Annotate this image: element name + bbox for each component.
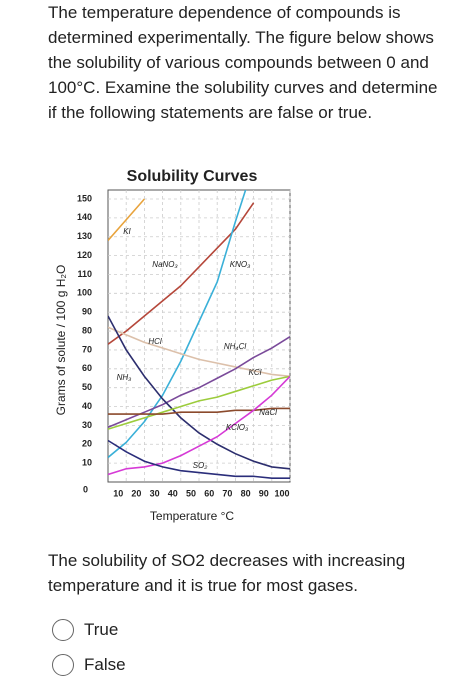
y-tick-label: 140 bbox=[77, 212, 92, 222]
series-line bbox=[108, 407, 290, 415]
series-line bbox=[108, 439, 290, 480]
y-axis-label: Grams of solute / 100 g H₂O bbox=[54, 265, 68, 416]
series-label: HCl bbox=[148, 337, 162, 346]
radio-button[interactable] bbox=[52, 654, 74, 676]
plot-lines bbox=[108, 190, 290, 480]
y-tick-label: 150 bbox=[77, 193, 92, 203]
series-label: KNO₃ bbox=[230, 260, 251, 269]
y-tick-label: 80 bbox=[82, 325, 92, 335]
x-tick-label: 90 bbox=[259, 488, 269, 498]
x-tick-label: 20 bbox=[131, 488, 141, 498]
y-tick-label: 30 bbox=[82, 420, 92, 430]
series-line bbox=[108, 375, 290, 476]
series-label: NaNO₃ bbox=[152, 260, 177, 269]
x-axis-label: Temperature °C bbox=[150, 509, 234, 523]
series-line bbox=[108, 326, 290, 378]
y-tick-label: 10 bbox=[82, 458, 92, 468]
x-tick-label: 80 bbox=[241, 488, 251, 498]
series-line bbox=[108, 198, 146, 242]
option-label: True bbox=[84, 620, 119, 639]
x-tick-label: 70 bbox=[222, 488, 232, 498]
chart: Solubility Curves Temperature °C Grams o… bbox=[54, 168, 291, 523]
series-line bbox=[108, 202, 255, 345]
radio-button[interactable] bbox=[52, 619, 74, 641]
series-line bbox=[108, 375, 290, 430]
series-label: KCl bbox=[249, 368, 262, 377]
x-tick-label: 50 bbox=[186, 488, 196, 498]
y-tick-label: 90 bbox=[82, 307, 92, 317]
chart-title: Solubility Curves bbox=[127, 168, 258, 185]
y-tick-label: 60 bbox=[82, 363, 92, 373]
y-tick-label: 40 bbox=[82, 401, 92, 411]
y-tick-label: 110 bbox=[77, 269, 92, 279]
y-tick-label: 20 bbox=[82, 439, 92, 449]
series-label: NH₄Cl bbox=[224, 342, 247, 351]
statement-text: The solubility of SO2 decreases with inc… bbox=[48, 551, 406, 595]
series-label: NH₃ bbox=[117, 373, 132, 382]
series-line bbox=[108, 315, 290, 470]
option[interactable]: True bbox=[52, 619, 118, 641]
series-label: KI bbox=[123, 227, 131, 236]
x-tick-label: 60 bbox=[204, 488, 214, 498]
x-tick-label: 30 bbox=[150, 488, 160, 498]
x-tick-label: 100 bbox=[274, 488, 289, 498]
y-tick-label: 0 bbox=[83, 484, 88, 494]
option-label: False bbox=[84, 655, 126, 674]
x-tick-label: 10 bbox=[113, 488, 123, 498]
series-label: KClO₃ bbox=[226, 423, 248, 432]
question-text: The temperature dependence of compounds … bbox=[48, 3, 438, 122]
series-label: NaCl bbox=[259, 408, 277, 417]
series-line bbox=[108, 190, 247, 459]
y-tick-label: 120 bbox=[77, 250, 92, 260]
x-tick-label: 40 bbox=[168, 488, 178, 498]
y-tick-label: 100 bbox=[77, 288, 92, 298]
y-tick-label: 70 bbox=[82, 344, 92, 354]
series-label: SO₂ bbox=[193, 461, 208, 470]
y-tick-label: 50 bbox=[82, 382, 92, 392]
y-tick-label: 130 bbox=[77, 231, 92, 241]
option[interactable]: False bbox=[52, 654, 126, 676]
